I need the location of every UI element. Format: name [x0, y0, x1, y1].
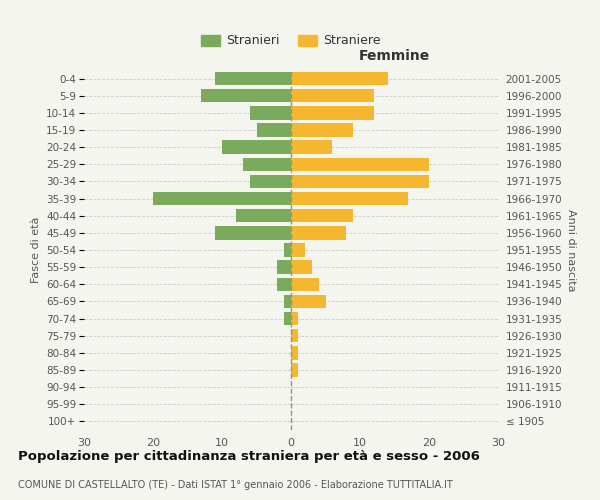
Bar	[153, 192, 291, 205]
Bar	[277, 260, 291, 274]
Bar	[215, 226, 291, 239]
Bar	[291, 294, 325, 308]
Bar	[284, 312, 291, 326]
Bar	[291, 329, 298, 342]
Bar	[257, 124, 291, 136]
Bar	[291, 106, 374, 120]
Y-axis label: Fasce di età: Fasce di età	[31, 217, 41, 283]
Bar	[291, 192, 409, 205]
Bar	[222, 140, 291, 154]
Bar	[242, 158, 291, 171]
Bar	[215, 72, 291, 86]
Bar	[291, 209, 353, 222]
Text: Popolazione per cittadinanza straniera per età e sesso - 2006: Popolazione per cittadinanza straniera p…	[18, 450, 480, 463]
Bar	[291, 260, 312, 274]
Bar	[250, 174, 291, 188]
Legend: Stranieri, Straniere: Stranieri, Straniere	[196, 30, 386, 52]
Bar	[291, 158, 429, 171]
Bar	[284, 294, 291, 308]
Bar	[250, 106, 291, 120]
Bar	[291, 174, 429, 188]
Bar	[277, 278, 291, 291]
Bar	[291, 244, 305, 256]
Text: COMUNE DI CASTELLALTO (TE) - Dati ISTAT 1° gennaio 2006 - Elaborazione TUTTITALI: COMUNE DI CASTELLALTO (TE) - Dati ISTAT …	[18, 480, 453, 490]
Bar	[291, 89, 374, 102]
Bar	[291, 364, 298, 376]
Bar	[284, 244, 291, 256]
Text: Femmine: Femmine	[359, 49, 430, 63]
Bar	[202, 89, 291, 102]
Bar	[291, 312, 298, 326]
Bar	[291, 140, 332, 154]
Bar	[291, 278, 319, 291]
Bar	[236, 209, 291, 222]
Y-axis label: Anni di nascita: Anni di nascita	[566, 209, 576, 291]
Bar	[291, 226, 346, 239]
Bar	[291, 346, 298, 360]
Bar	[291, 124, 353, 136]
Bar	[291, 72, 388, 86]
